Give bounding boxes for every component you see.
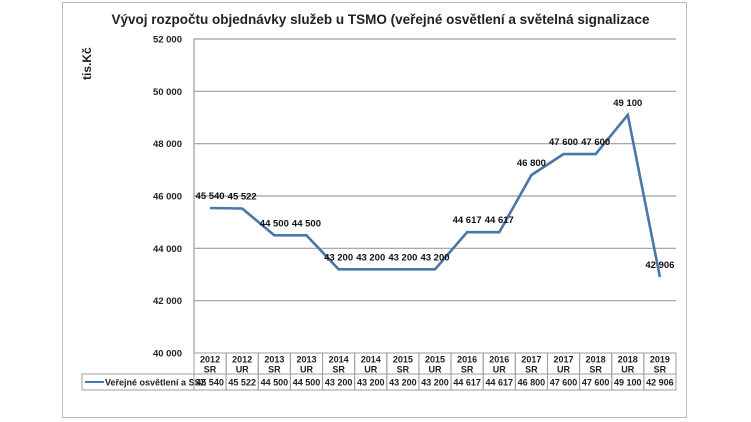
- data-label: 44 500: [260, 218, 289, 229]
- table-value: 44 617: [486, 378, 514, 388]
- category-type: UR: [557, 365, 570, 375]
- category-type: SR: [332, 365, 345, 375]
- category-year: 2013: [296, 355, 316, 365]
- category-year: 2018: [618, 355, 638, 365]
- category-type: SR: [397, 365, 410, 375]
- category-year: 2016: [489, 355, 509, 365]
- y-tick-label: 50 000: [153, 87, 182, 98]
- category-year: 2016: [457, 355, 477, 365]
- category-type: SR: [461, 365, 474, 375]
- y-tick-label: 42 000: [153, 296, 182, 307]
- series-group: [209, 111, 662, 278]
- category-type: UR: [236, 365, 249, 375]
- data-label: 45 522: [228, 192, 257, 203]
- category-type: SR: [525, 365, 538, 375]
- table-value: 43 200: [325, 378, 353, 388]
- data-label: 49 100: [613, 98, 642, 109]
- table-value: 49 100: [614, 378, 642, 388]
- table-value: 43 200: [421, 378, 449, 388]
- data-table: 2012SR2012UR2013SR2013UR2014SR2014UR2015…: [81, 352, 677, 391]
- table-value: 44 500: [293, 378, 321, 388]
- category-type: SR: [589, 365, 602, 375]
- table-value-cell: [643, 373, 677, 391]
- category-type: SR: [204, 365, 217, 375]
- table-value: 45 540: [196, 378, 224, 388]
- table-value: 47 600: [582, 378, 610, 388]
- category-year: 2017: [521, 355, 541, 365]
- category-year: 2014: [329, 355, 349, 365]
- category-year: 2018: [586, 355, 606, 365]
- data-label: 47 600: [549, 137, 578, 148]
- category-type: SR: [268, 365, 281, 375]
- table-value: 43 200: [357, 378, 385, 388]
- data-label: 43 200: [388, 252, 417, 263]
- legend-label: Veřejné osvětlení a SSZ: [105, 378, 207, 388]
- data-label: 42 906: [645, 260, 674, 271]
- chart-title: Vývoj rozpočtu objednávky služeb u TSMO …: [0, 12, 751, 27]
- table-value: 42 906: [646, 378, 674, 388]
- table-value: 47 600: [550, 378, 578, 388]
- table-value: 43 200: [389, 378, 417, 388]
- category-year: 2012: [232, 355, 252, 365]
- y-tick-label: 40 000: [153, 349, 182, 360]
- category-type: SR: [654, 365, 667, 375]
- data-label: 47 600: [581, 137, 610, 148]
- data-label: 45 540: [196, 191, 225, 202]
- data-label: 43 200: [356, 252, 385, 263]
- category-year: 2015: [393, 355, 413, 365]
- y-tick-label: 44 000: [153, 244, 182, 255]
- chart-title-text: Vývoj rozpočtu objednávky služeb u TSMO …: [111, 12, 650, 27]
- y-tick-label: 48 000: [153, 139, 182, 150]
- data-label: 43 200: [420, 252, 449, 263]
- data-label: 44 617: [485, 215, 514, 226]
- category-type: UR: [300, 365, 313, 375]
- y-tick-label: 52 000: [153, 35, 182, 46]
- table-value: 44 500: [261, 378, 289, 388]
- category-year: 2019: [650, 355, 670, 365]
- chart-frame: [62, 2, 687, 418]
- data-label: 43 200: [324, 252, 353, 263]
- data-label: 44 617: [453, 215, 482, 226]
- table-value: 45 522: [228, 378, 256, 388]
- category-type: UR: [364, 365, 377, 375]
- category-year: 2015: [425, 355, 445, 365]
- y-tick-label: 46 000: [153, 192, 182, 203]
- category-year: 2013: [264, 355, 284, 365]
- gridlines: [193, 38, 676, 353]
- category-type: UR: [429, 365, 442, 375]
- data-label: 44 500: [292, 218, 321, 229]
- data-label: 46 800: [517, 158, 546, 169]
- table-value: 46 800: [518, 378, 546, 388]
- table-value: 44 617: [453, 378, 481, 388]
- category-year: 2012: [200, 355, 220, 365]
- y-axis-ticks: 40 000 42 000 44 000 46 000 48 000 50 000 52 0…: [153, 35, 182, 360]
- category-year: 2017: [554, 355, 574, 365]
- category-year: 2014: [361, 355, 381, 365]
- category-type: UR: [621, 365, 634, 375]
- category-type: UR: [493, 365, 506, 375]
